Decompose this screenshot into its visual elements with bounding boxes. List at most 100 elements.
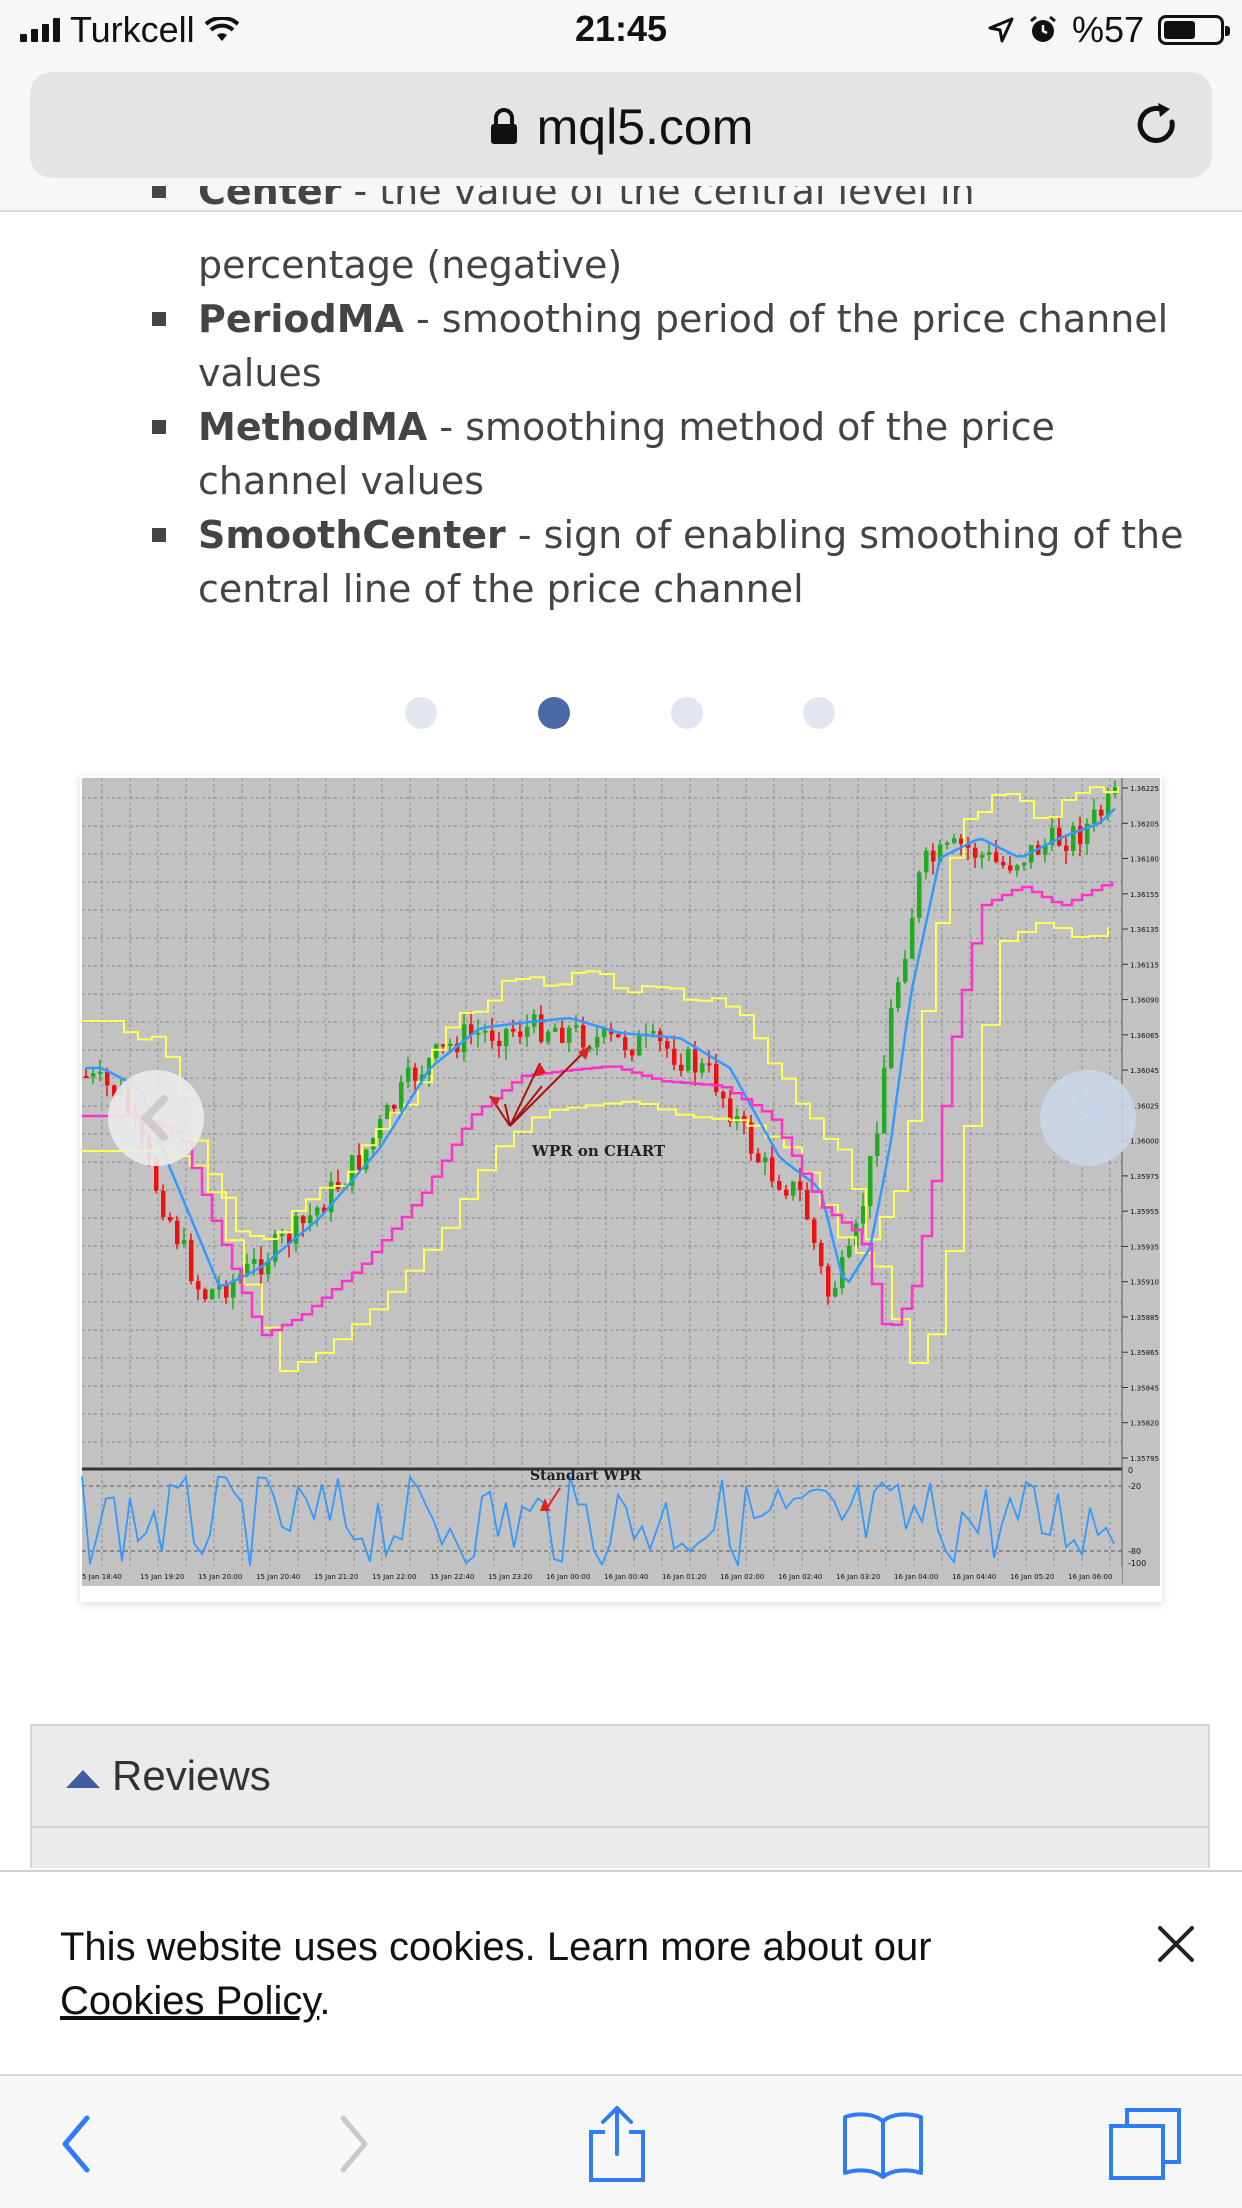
price-tick-label: 1.36000 xyxy=(1130,1138,1159,1146)
price-tick-label: 1.36135 xyxy=(1130,926,1159,934)
browser-address-area: mql5.com xyxy=(0,62,1242,212)
time-tick-label: 15 Jan 22:00 xyxy=(372,1573,416,1581)
chart-annotation-main: WPR on CHART xyxy=(531,1142,666,1160)
time-tick-label: 16 Jan 05:20 xyxy=(1010,1573,1054,1581)
carousel-dot[interactable] xyxy=(671,697,703,729)
signal-line xyxy=(86,807,1116,1287)
param-item-partial: Center - the value of the central level … xyxy=(0,186,1242,224)
time-tick-label: 16 Jan 02:40 xyxy=(778,1573,822,1581)
time-tick-label: 16 Jan 04:00 xyxy=(894,1573,938,1581)
wpr-tick-label: -20 xyxy=(1128,1482,1141,1491)
clock: 21:45 xyxy=(574,8,668,49)
price-tick-label: 1.35865 xyxy=(1130,1349,1159,1357)
battery-icon xyxy=(1158,15,1230,45)
list-item: percentage (negative) xyxy=(0,238,1242,292)
time-tick-label: 15 Jan 21:20 xyxy=(314,1573,358,1581)
chart-background xyxy=(82,778,1160,1586)
url-domain: mql5.com xyxy=(536,99,754,155)
share-button[interactable] xyxy=(572,2104,662,2184)
carousel-dot[interactable] xyxy=(405,697,437,729)
cookie-suffix: . xyxy=(319,1979,331,2023)
carousel-prev-button[interactable] xyxy=(108,1070,204,1166)
reload-icon[interactable] xyxy=(1132,100,1182,150)
time-tick-label: 16 Jan 00:40 xyxy=(604,1573,648,1581)
bookmarks-button[interactable] xyxy=(838,2104,928,2184)
cookies-policy-link[interactable]: Cookies Policy xyxy=(60,1979,320,2023)
time-tick-label: 16 Jan 00:00 xyxy=(546,1573,590,1581)
price-tick-label: 1.35910 xyxy=(1130,1279,1159,1287)
time-tick-label: 15 Jan 20:00 xyxy=(198,1573,242,1581)
location-arrow-icon xyxy=(988,17,1014,43)
wpr-label: Standart WPR xyxy=(530,1468,642,1484)
price-tick-label: 1.35820 xyxy=(1130,1420,1159,1428)
param-desc: - smoothing period of the price channel … xyxy=(198,297,1169,395)
tabs-button[interactable] xyxy=(1100,2104,1190,2184)
param-desc: percentage (negative) xyxy=(198,243,623,287)
list-bullet xyxy=(152,528,166,542)
time-tick-label: 16 Jan 03:20 xyxy=(836,1573,880,1581)
price-tick-label: 1.36180 xyxy=(1130,856,1159,864)
time-tick-label: 15 Jan 22:40 xyxy=(430,1573,474,1581)
price-tick-label: 1.35975 xyxy=(1130,1173,1159,1181)
cookie-banner: This website uses cookies. Learn more ab… xyxy=(0,1870,1242,2076)
address-bar[interactable]: mql5.com xyxy=(30,72,1212,178)
browser-toolbar xyxy=(0,2074,1242,2208)
time-tick-label: 16 Jan 04:40 xyxy=(952,1573,996,1581)
list-item: SmoothCenter - sign of enabling smoothin… xyxy=(0,508,1242,616)
price-tick-label: 1.36115 xyxy=(1130,961,1159,969)
carousel-dot[interactable] xyxy=(538,697,570,729)
price-tick-label: 1.36155 xyxy=(1130,891,1159,899)
signal-strength-icon xyxy=(20,18,60,42)
reviews-title: Reviews xyxy=(112,1752,271,1799)
forward-button[interactable] xyxy=(308,2104,398,2184)
price-tick-label: 1.36225 xyxy=(1130,785,1159,793)
carousel-next-button[interactable] xyxy=(1040,1070,1136,1166)
list-bullet xyxy=(152,312,166,326)
status-right: %57 xyxy=(988,8,1230,52)
url-display[interactable]: mql5.com xyxy=(30,98,1212,156)
back-button[interactable] xyxy=(32,2104,122,2184)
price-tick-label: 1.36065 xyxy=(1130,1032,1159,1040)
parameter-list: percentage (negative) PeriodMA - smoothi… xyxy=(0,238,1242,616)
param-desc: - smoothing method of the price channel … xyxy=(198,405,1055,503)
alarm-icon xyxy=(1030,15,1056,42)
price-tick-label: 1.36025 xyxy=(1130,1102,1159,1110)
list-bullet xyxy=(152,420,166,434)
list-bullet xyxy=(152,186,166,198)
price-tick-label: 1.36205 xyxy=(1130,820,1159,828)
wpr-tick-label: 0 xyxy=(1128,1466,1133,1475)
list-item: PeriodMA - smoothing period of the price… xyxy=(0,292,1242,400)
indicator-chart-image: WPR on CHART Standart WPR 1.36225 1.36205… xyxy=(81,778,1160,1586)
screenshot-slide[interactable]: WPR on CHART Standart WPR 1.36225 1.36205… xyxy=(80,776,1162,1602)
cookie-text: This website uses cookies. Learn more ab… xyxy=(60,1925,932,1969)
param-name: SmoothCenter xyxy=(198,513,506,557)
time-tick-label: 16 Jan 02:00 xyxy=(720,1573,764,1581)
price-tick-label: 1.36045 xyxy=(1130,1067,1159,1075)
time-tick-label: 15 Jan 19:20 xyxy=(140,1573,184,1581)
price-axis: 1.36225 1.36205 1.36180 1.36155 1.36135 1.361… xyxy=(1122,785,1159,1463)
time-tick-label: 16 Jan 01:20 xyxy=(662,1573,706,1581)
price-tick-label: 1.35885 xyxy=(1130,1314,1159,1322)
param-name: MethodMA xyxy=(198,405,428,449)
time-tick-label: 5 Jan 18:40 xyxy=(82,1573,122,1581)
price-tick-label: 1.35955 xyxy=(1130,1208,1159,1216)
list-item: MethodMA - smoothing method of the price… xyxy=(0,400,1242,508)
carousel-dot[interactable] xyxy=(803,697,835,729)
time-tick-label: 15 Jan 23:20 xyxy=(488,1573,532,1581)
close-icon[interactable] xyxy=(1154,1922,1198,1966)
center-line xyxy=(82,881,1114,1337)
chevron-right-icon xyxy=(340,2115,368,2173)
time-axis: 5 Jan 18:40 15 Jan 19:20 15 Jan 20:00 15 Ja… xyxy=(82,1573,1112,1581)
cookie-message: This website uses cookies. Learn more ab… xyxy=(60,1920,1060,2028)
time-tick-label: 16 Jan 06:00 xyxy=(1068,1573,1112,1581)
wpr-tick-label: -80 xyxy=(1128,1547,1141,1556)
time-tick-label: 15 Jan 20:40 xyxy=(256,1573,300,1581)
price-tick-label: 1.36090 xyxy=(1130,997,1159,1005)
annotation-arrows xyxy=(489,1045,591,1127)
reviews-section-header[interactable]: Reviews xyxy=(30,1724,1210,1828)
carousel-pagination xyxy=(0,697,1242,729)
tabs-icon xyxy=(1109,2108,1181,2180)
wpr-tick-label: -100 xyxy=(1128,1559,1146,1568)
price-tick-label: 1.35795 xyxy=(1130,1455,1159,1463)
status-bar: Turkcell 21:45 %57 xyxy=(0,0,1242,62)
